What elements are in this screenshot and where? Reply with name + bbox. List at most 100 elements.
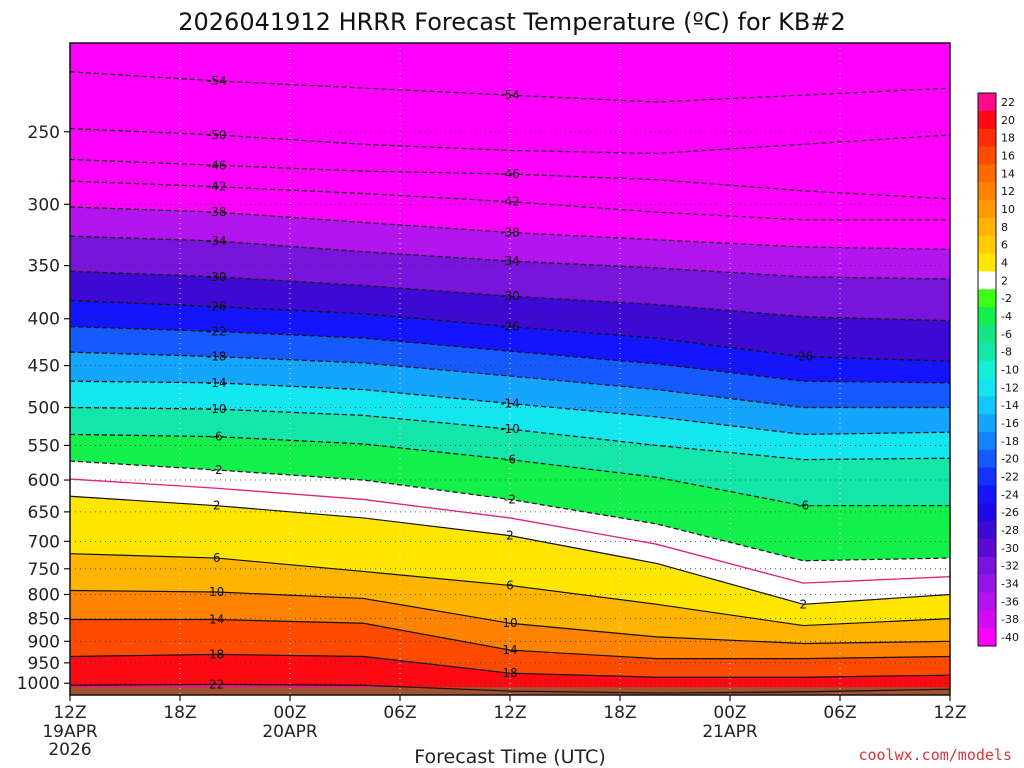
y-tick-label: 650: [28, 503, 60, 523]
y-tick-label: 700: [28, 532, 60, 552]
x-tick-label: 12Z: [493, 703, 526, 723]
y-tick-label: 800: [28, 585, 60, 605]
contour-label: -10: [500, 422, 520, 436]
contour-label: -34: [500, 254, 520, 268]
contour-label: -2: [504, 492, 516, 506]
y-tick-label: 950: [28, 654, 60, 674]
x-tick-label: 06Z: [383, 703, 416, 723]
colorbar-swatch: [978, 485, 996, 504]
x-tick-label: 00Z: [713, 703, 746, 723]
colorbar-swatch: [978, 342, 996, 362]
x-tick-label: 06Z: [823, 703, 856, 723]
contour-label: -6: [797, 499, 809, 513]
x-tick-label: 18Z: [603, 703, 636, 723]
y-tick-label: 550: [28, 436, 60, 456]
colorbar-swatch: [978, 93, 996, 112]
contour-label: -46: [500, 167, 520, 181]
y-tick-label: 400: [28, 310, 60, 330]
contour-label: 18: [209, 647, 224, 661]
x-date-label: 19APR: [42, 722, 98, 742]
y-tick-label: 350: [28, 257, 60, 277]
colorbar-label: 10: [1001, 203, 1015, 216]
colorbar-label: 8: [1001, 221, 1008, 234]
credit-text: coolwx.com/models: [858, 746, 1012, 764]
colorbar-label: -2: [1001, 292, 1012, 305]
colorbar-swatch: [978, 146, 996, 165]
contour-label: 2: [213, 499, 221, 513]
contour-label: -18: [207, 350, 227, 364]
colorbar: 22 20 18 16 14 12 10 8 6 4 2 -2 -4 -6 -8 -10 -12 -14 -16 -1…: [977, 92, 1019, 647]
isotherm-line: [70, 326, 950, 384]
x-tick-label: 00Z: [273, 703, 306, 723]
contour-label: -30: [207, 270, 227, 284]
y-tick-label: 900: [28, 632, 60, 652]
colorbar-swatch: [978, 324, 996, 344]
chart-title: 2026041912 HRRR Forecast Temperature (ºC…: [178, 8, 846, 36]
contour-label: 2: [506, 529, 514, 543]
contour-label: -50: [207, 128, 227, 142]
colorbar-swatch: [978, 538, 996, 558]
contour-label: 10: [502, 616, 517, 630]
isotherm-line: [70, 589, 950, 645]
colorbar-swatch: [978, 217, 996, 237]
contour-label: -42: [500, 195, 520, 209]
contour-label: 14: [209, 613, 224, 627]
isotherm-line: [70, 206, 950, 250]
colorbar-swatch: [978, 289, 996, 308]
colorbar-label: -8: [1001, 346, 1012, 359]
temperature-band: [70, 381, 950, 460]
colorbar-label: -28: [1001, 524, 1019, 537]
colorbar-swatch: [978, 271, 996, 290]
contour-label: 22: [209, 677, 224, 691]
colorbar-swatch: [978, 200, 996, 219]
colorbar-swatch: [978, 592, 996, 611]
colorbar-label: -34: [1001, 578, 1019, 591]
contour-label: 6: [213, 551, 221, 565]
colorbar-label: 14: [1001, 167, 1015, 180]
colorbar-swatch: [978, 503, 996, 522]
temperature-band: [70, 206, 950, 280]
isotherm-line: [70, 683, 950, 694]
colorbar-swatch: [978, 307, 996, 326]
colorbar-label: -18: [1001, 435, 1019, 448]
x-tick-label: 12Z: [53, 703, 86, 723]
y-tick-label: 850: [28, 610, 60, 630]
temperature-band: [70, 326, 950, 408]
colorbar-label: -38: [1001, 613, 1019, 626]
colorbar-label: 12: [1001, 185, 1015, 198]
colorbar-swatch: [978, 431, 996, 451]
y-tick-label: 450: [28, 357, 60, 377]
isotherm-line: [70, 406, 950, 461]
colorbar-label: 2: [1001, 274, 1008, 287]
contour-label: -6: [211, 430, 223, 444]
isotherm-line: [70, 71, 950, 103]
contour-label: 2: [800, 597, 808, 611]
x-date-label: 20APR: [262, 722, 318, 742]
colorbar-swatch: [978, 110, 996, 130]
contour-label: -14: [500, 397, 520, 411]
colorbar-swatch: [978, 574, 996, 593]
isotherm-line: [70, 158, 950, 200]
colorbar-swatch: [978, 449, 996, 469]
colorbar-label: -12: [1001, 381, 1019, 394]
isotherm-line: [70, 495, 950, 605]
isotherm-line: [70, 460, 950, 562]
colorbar-label: 22: [1001, 96, 1015, 109]
colorbar-label: -24: [1001, 488, 1019, 501]
contour-label: -14: [207, 376, 227, 390]
colorbar-swatch: [978, 414, 996, 433]
colorbar-swatch: [978, 378, 996, 397]
colorbar-swatch: [978, 521, 996, 540]
colorbar-label: -10: [1001, 364, 1019, 377]
contour-label: -42: [207, 180, 227, 194]
colorbar-label: -32: [1001, 560, 1019, 573]
contour-label: -54: [207, 74, 227, 88]
y-tick-label: 250: [28, 123, 60, 143]
isotherm-line: [70, 351, 950, 409]
y-tick-label: 500: [28, 399, 60, 419]
colorbar-label: 6: [1001, 239, 1008, 252]
isotherm-contours: -54 -54 -50 -46 -46 -42 -42 -38 -38 -34 -34 -30 -30 -…: [70, 71, 950, 694]
temperature-band: [70, 434, 950, 561]
colorbar-label: 16: [1001, 149, 1015, 162]
